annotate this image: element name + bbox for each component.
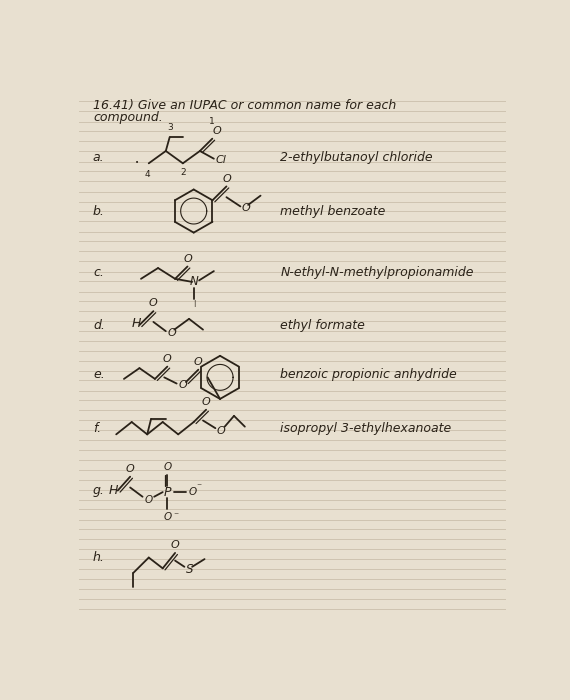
Text: 16.41) Give an IUPAC or common name for each: 16.41) Give an IUPAC or common name for … xyxy=(93,99,396,112)
Text: O: O xyxy=(145,495,153,505)
Text: 3: 3 xyxy=(167,123,173,132)
Text: ⁻: ⁻ xyxy=(197,482,202,493)
Text: O: O xyxy=(183,254,192,264)
Text: O: O xyxy=(217,426,226,436)
Text: O: O xyxy=(126,464,135,474)
Text: a.: a. xyxy=(93,150,104,164)
Text: O: O xyxy=(171,540,180,550)
Text: d.: d. xyxy=(93,318,105,332)
Text: O: O xyxy=(149,298,158,309)
Text: 4: 4 xyxy=(144,169,150,178)
Text: P: P xyxy=(164,486,171,498)
Text: N: N xyxy=(190,275,199,288)
Text: S: S xyxy=(186,564,193,576)
Text: O: O xyxy=(163,354,172,364)
Text: |: | xyxy=(193,300,196,307)
Text: O: O xyxy=(222,174,231,183)
Text: •: • xyxy=(135,160,139,167)
Text: O: O xyxy=(202,397,210,407)
Text: e.: e. xyxy=(93,368,105,381)
Text: 1: 1 xyxy=(209,117,215,126)
Text: Cl: Cl xyxy=(215,155,226,165)
Text: H: H xyxy=(108,484,118,497)
Text: c.: c. xyxy=(93,266,104,279)
Text: b.: b. xyxy=(93,204,105,218)
Text: O: O xyxy=(189,487,197,497)
Text: compound.: compound. xyxy=(93,111,162,125)
Text: O: O xyxy=(212,126,221,136)
Text: 2: 2 xyxy=(180,168,186,177)
Text: 2-ethylbutanoyl chloride: 2-ethylbutanoyl chloride xyxy=(280,150,433,164)
Text: O: O xyxy=(168,328,176,337)
Text: O: O xyxy=(194,357,203,367)
Text: h.: h. xyxy=(93,551,105,564)
Text: methyl benzoate: methyl benzoate xyxy=(280,204,386,218)
Text: O: O xyxy=(242,203,251,213)
Text: benzoic propionic anhydride: benzoic propionic anhydride xyxy=(280,368,457,381)
Text: ethyl formate: ethyl formate xyxy=(280,318,365,332)
Text: N-ethyl-N-methylpropionamide: N-ethyl-N-methylpropionamide xyxy=(280,266,474,279)
Text: O: O xyxy=(178,380,187,390)
Text: ⁻: ⁻ xyxy=(173,512,178,522)
Text: isopropyl 3-ethylhexanoate: isopropyl 3-ethylhexanoate xyxy=(280,421,452,435)
Text: O: O xyxy=(163,463,172,473)
Text: O: O xyxy=(163,512,172,522)
Text: g.: g. xyxy=(93,484,105,497)
Text: H: H xyxy=(132,317,141,330)
Text: f.: f. xyxy=(93,421,101,435)
